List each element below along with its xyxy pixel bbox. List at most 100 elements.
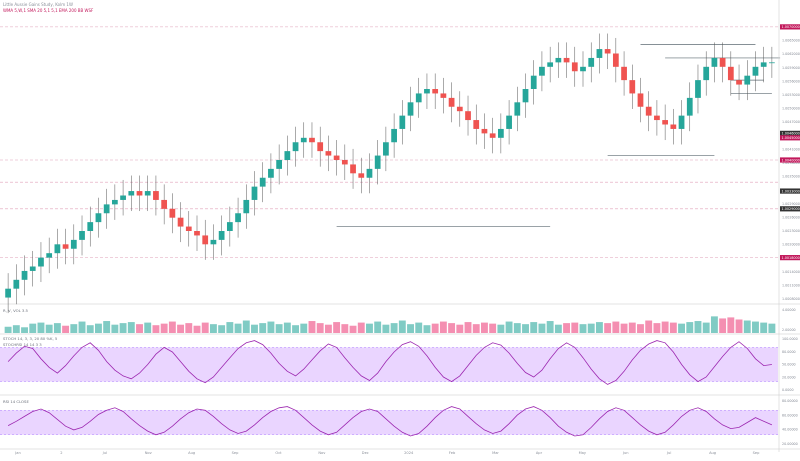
candle-body <box>185 226 192 231</box>
time-tick-label: 2 <box>60 451 62 455</box>
candle-body <box>695 80 701 98</box>
time-tick-label: Feb <box>449 451 456 455</box>
rsi-tick-label: 80.00000 <box>782 399 798 403</box>
candle-body <box>522 89 529 103</box>
candle-body <box>489 133 496 138</box>
time-tick-label: Jul <box>666 451 671 455</box>
volume-bar <box>513 323 521 333</box>
price-badge <box>780 157 800 163</box>
indicator-legend[interactable]: WMA 5,W,1 SMA 20 5,1 5,1 EMA 200 BB WSF <box>3 8 94 13</box>
volume-bar <box>579 324 587 333</box>
rsi-pane[interactable] <box>0 406 778 437</box>
volume-bar <box>694 321 702 333</box>
price-tick-label: 1.0026000 <box>782 215 800 219</box>
stochastic-tick-label: 80.0000 <box>782 350 796 354</box>
price-tick-label: 1.0029000 <box>782 202 800 206</box>
candle-body <box>629 80 636 94</box>
candle-body <box>703 66 710 81</box>
price-tick-label: 1.0050000 <box>782 107 800 111</box>
volume-bar <box>554 324 562 333</box>
volume-bar <box>456 324 464 333</box>
volume-bar <box>448 323 456 333</box>
volume-bar <box>45 324 53 333</box>
rsi-tick-label: 60.00000 <box>782 413 798 417</box>
volume-bar <box>538 323 546 333</box>
candle-body <box>448 97 455 107</box>
price-badge-label: 1.0018000 <box>782 256 800 260</box>
volume-bar <box>628 322 636 333</box>
candle-body <box>54 244 61 254</box>
stochastic-sub-legend[interactable]: STOCHRSI 14 14 3 3 <box>3 342 42 347</box>
price-pane[interactable] <box>0 26 800 450</box>
candle-body <box>604 49 611 54</box>
time-tick-label: Jan <box>14 451 21 455</box>
candle-body <box>719 57 726 67</box>
candle-body <box>654 115 660 121</box>
rsi-line <box>7 406 773 437</box>
volume-tick-label: 2.00000 <box>782 328 796 332</box>
candle-body <box>210 239 217 245</box>
candle-body <box>481 128 488 134</box>
price-badge-label: 1.0033000 <box>782 189 800 193</box>
volume-pane[interactable] <box>4 316 776 333</box>
rsi-legend[interactable]: RSI 14 CLOSE <box>3 399 29 404</box>
price-tick-label: 1.0056000 <box>782 79 800 83</box>
volume-bar <box>612 321 620 333</box>
volume-bar <box>160 323 168 333</box>
price-tick-label: 1.0020000 <box>782 243 800 247</box>
time-tick-label: Aug <box>709 451 716 455</box>
time-tick-label: Jun <box>622 451 629 455</box>
candle-body <box>268 168 274 178</box>
candle-body <box>95 213 102 223</box>
volume-bar <box>70 324 78 333</box>
time-tick-label: Jul <box>102 451 107 455</box>
candle-body <box>202 235 209 245</box>
volume-bar <box>727 317 735 333</box>
candle-body <box>612 53 619 67</box>
volume-legend[interactable]: R, V, VOL 3.5 <box>3 308 28 313</box>
candle-body <box>292 142 299 152</box>
volume-bar <box>94 323 102 333</box>
candle-body <box>169 208 176 218</box>
volume-bar <box>177 324 185 333</box>
time-tick-label: Nov <box>145 451 153 455</box>
volume-bar <box>234 323 242 333</box>
volume-tick-label: 4.00000 <box>782 308 796 312</box>
price-badge <box>780 206 800 212</box>
volume-bar <box>653 323 661 333</box>
volume-bar <box>341 324 349 333</box>
price-badge <box>780 255 800 261</box>
time-tick-label: Sep <box>232 451 239 455</box>
candle-body <box>194 231 200 236</box>
volume-bar <box>226 322 234 333</box>
volume-bar <box>760 322 768 333</box>
time-axis[interactable]: Jan 2 Jul Nov Aug Sep Oct Nov Dec 2024 Feb Mar Apr Ma… <box>14 451 760 455</box>
time-tick-label: Dec <box>362 451 369 455</box>
volume-bar <box>489 323 497 333</box>
candle-body <box>62 244 69 249</box>
volume-bar <box>29 323 37 333</box>
volume-bar <box>209 324 217 333</box>
candle-body <box>383 142 389 156</box>
volume-bar <box>382 324 390 333</box>
candle-body <box>391 128 397 143</box>
stochastic-legend[interactable]: STOCH 14, 3, 3, 20 80 %K, 5 <box>3 336 58 341</box>
candle-body <box>284 151 291 160</box>
candle-body <box>259 177 266 187</box>
volume-bar <box>431 323 439 333</box>
volume-bar <box>259 323 267 333</box>
candle-body <box>497 128 504 138</box>
volume-bar <box>201 322 209 333</box>
volume-bar <box>4 326 12 333</box>
volume-bar <box>571 322 579 333</box>
candle-body <box>79 231 85 240</box>
volume-bar <box>144 322 152 333</box>
volume-bar <box>439 321 447 333</box>
volume-bar <box>136 324 143 333</box>
price-axis[interactable]: 1.00680001.00650001.00620001.00590001.00… <box>778 0 800 452</box>
volume-bar <box>743 320 751 333</box>
stochastic-pane[interactable] <box>0 340 778 385</box>
stochastic-tick-label: 50.0000 <box>782 363 796 367</box>
